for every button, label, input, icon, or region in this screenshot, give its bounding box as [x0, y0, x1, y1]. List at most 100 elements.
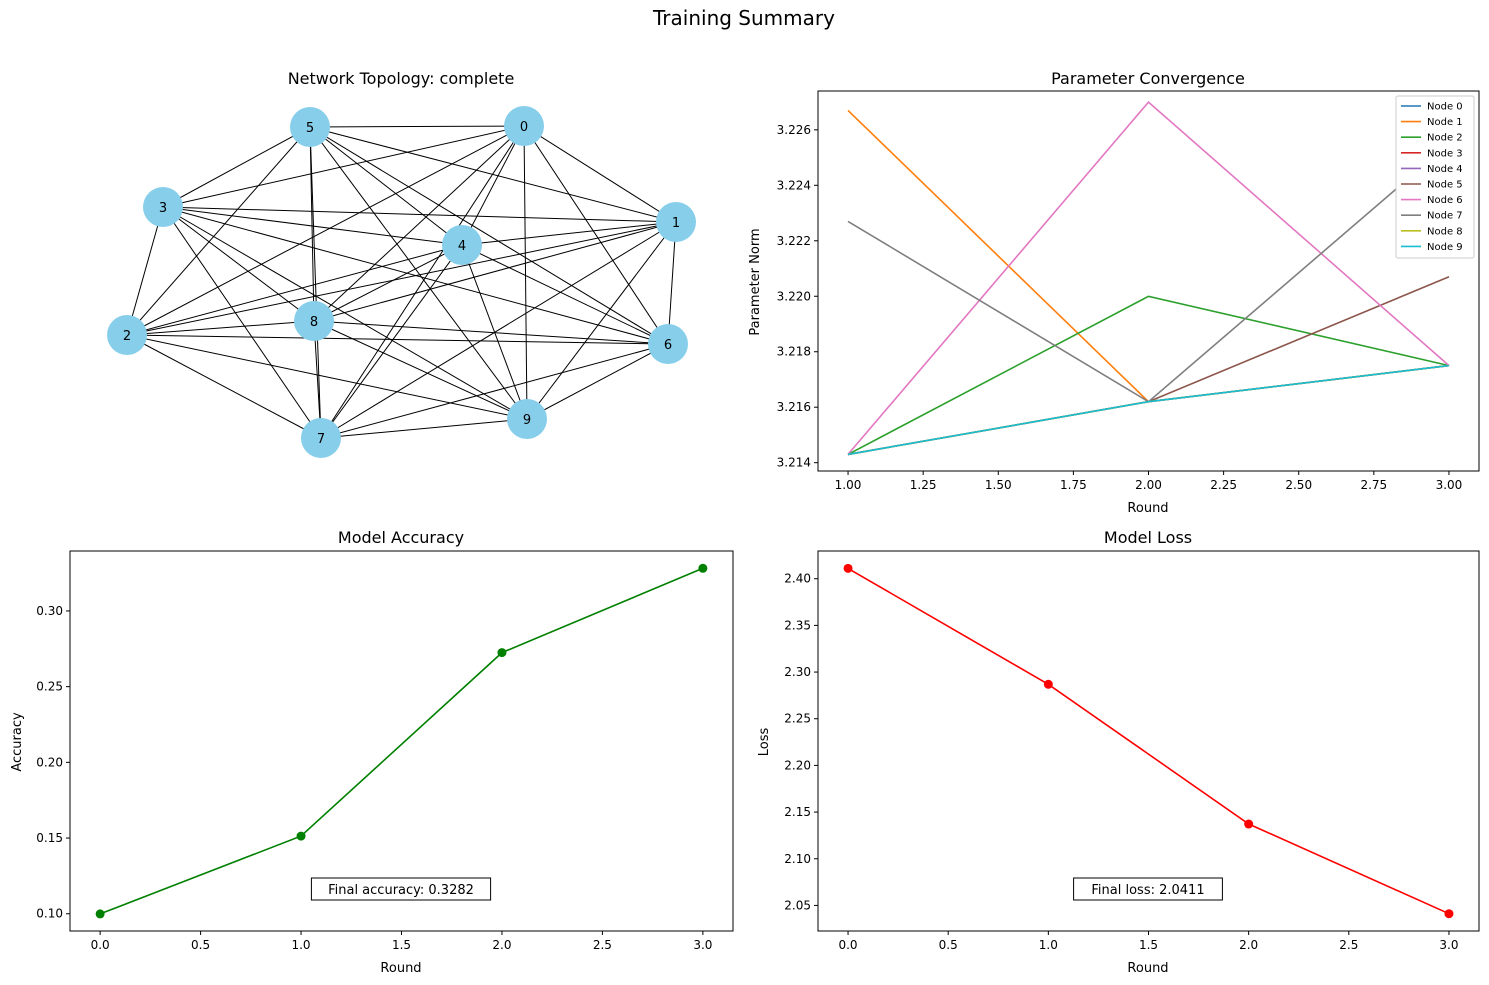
- node-label-7: 7: [317, 432, 325, 447]
- x-tick-label: 2.00: [1135, 478, 1162, 492]
- data-point: [698, 563, 708, 573]
- edge-0-7: [320, 125, 525, 439]
- node-3: [143, 187, 183, 227]
- edge-2-3: [126, 206, 164, 336]
- edge-3-9: [162, 206, 528, 420]
- edge-0-1: [523, 125, 677, 223]
- y-tick-label: 3.214: [777, 456, 811, 470]
- parameter-convergence-panel: Parameter Convergence 1.00 1.25 1.50 1.75 2.…: [748, 69, 1480, 516]
- accuracy-ylabel: Accuracy: [10, 712, 25, 772]
- node-1: [656, 202, 696, 242]
- y-tick-label: 2.35: [784, 618, 811, 632]
- data-point: [1043, 679, 1053, 689]
- edge-0-2: [126, 125, 525, 336]
- edge-4-8: [313, 244, 463, 322]
- y-tick-label: 0.20: [36, 755, 63, 769]
- edge-2-5: [126, 126, 311, 336]
- convergence-ylabel: Parameter Norm: [748, 228, 763, 335]
- node-label-1: 1: [672, 216, 680, 231]
- network-nodes: 0 1 2 3 4 5 6 7 8 9: [107, 106, 696, 458]
- y-tick-label: 3.226: [777, 123, 811, 137]
- plot-frame: [69, 550, 734, 932]
- series-line-node-1: [847, 109, 1450, 403]
- edge-5-9: [309, 126, 528, 420]
- y-tick-label: 2.20: [784, 758, 811, 772]
- x-tick-label: 2.5: [593, 938, 612, 952]
- edge-6-8: [313, 320, 669, 345]
- x-tick-label: 2.50: [1285, 478, 1312, 492]
- series-line-node-8: [847, 364, 1450, 456]
- loss-title: Model Loss: [1104, 528, 1192, 547]
- data-point: [843, 563, 853, 573]
- loss-ylabel: Loss: [757, 728, 772, 757]
- legend-label: Node 1: [1427, 117, 1463, 128]
- edge-5-8: [309, 126, 315, 322]
- edge-3-7: [162, 206, 322, 439]
- edge-5-7: [309, 126, 322, 439]
- convergence-xlabel: Round: [1127, 501, 1168, 516]
- series-line-0: [847, 567, 1450, 915]
- edge-0-3: [162, 125, 525, 208]
- y-tick-label: 0.25: [36, 680, 63, 694]
- figure-title: Training Summary: [652, 6, 835, 30]
- edge-0-5: [309, 125, 525, 128]
- x-tick-label: 1.50: [985, 478, 1012, 492]
- annotation-box: [1073, 877, 1223, 901]
- model-accuracy-panel: Model Accuracy 0.0 0.5 1.0 1.5 2.0 2.5 3.0 0.10…: [10, 528, 734, 976]
- x-tick-label: 0.5: [939, 938, 958, 952]
- edge-0-4: [461, 125, 525, 246]
- edge-1-3: [162, 206, 677, 223]
- y-tick-label: 3.224: [777, 178, 811, 192]
- annotation-text: Final accuracy: 0.3282: [328, 883, 474, 898]
- data-point: [95, 909, 105, 919]
- legend-label: Node 9: [1427, 242, 1463, 253]
- loss-xlabel: Round: [1127, 961, 1168, 976]
- edge-0-9: [523, 125, 528, 420]
- edge-4-9: [461, 244, 528, 420]
- legend-label: Node 6: [1427, 195, 1463, 206]
- legend-label: Node 7: [1427, 211, 1463, 222]
- x-tick-label: 2.0: [492, 938, 511, 952]
- y-tick-label: 3.218: [777, 345, 811, 359]
- y-tick-label: 2.10: [784, 852, 811, 866]
- edge-4-7: [320, 244, 463, 439]
- x-tick-label: 2.0: [1239, 938, 1258, 952]
- series-line-node-6: [847, 100, 1450, 455]
- series-line-node-4: [847, 364, 1450, 456]
- y-tick-label: 0.15: [36, 831, 63, 845]
- data-point: [1244, 819, 1254, 829]
- model-loss-panel: Model Loss 0.0 0.5 1.0 1.5 2.0 2.5 3.0 2.05 2.10…: [757, 528, 1480, 976]
- edge-4-6: [461, 244, 669, 345]
- node-9: [507, 399, 547, 439]
- edge-2-6: [126, 334, 669, 345]
- legend-label: Node 4: [1427, 164, 1463, 175]
- edge-3-5: [162, 126, 311, 208]
- edge-2-8: [126, 320, 315, 336]
- edge-4-5: [309, 126, 463, 246]
- node-label-8: 8: [310, 315, 318, 330]
- data-point: [1444, 909, 1454, 919]
- annotation-text: Final loss: 2.0411: [1091, 883, 1204, 898]
- edge-2-4: [126, 244, 463, 336]
- node-label-2: 2: [123, 329, 131, 344]
- node-label-9: 9: [523, 413, 531, 428]
- edge-7-9: [320, 418, 528, 439]
- series-line-node-0: [847, 364, 1450, 456]
- x-tick-label: 0.0: [838, 938, 857, 952]
- node-label-5: 5: [306, 121, 314, 136]
- x-tick-label: 0.5: [191, 938, 210, 952]
- node-5: [290, 107, 330, 147]
- y-tick-label: 2.05: [784, 898, 811, 912]
- node-label-4: 4: [458, 239, 466, 254]
- edge-1-5: [309, 126, 677, 223]
- legend-label: Node 5: [1427, 180, 1463, 191]
- series-group: [99, 567, 704, 915]
- series-group: [847, 100, 1450, 456]
- series-line-node-3: [847, 364, 1450, 456]
- node-0: [504, 106, 544, 146]
- data-point: [497, 648, 507, 658]
- x-tick-label: 1.0: [291, 938, 310, 952]
- series-line-node-7: [847, 143, 1450, 403]
- convergence-title: Parameter Convergence: [1051, 69, 1245, 88]
